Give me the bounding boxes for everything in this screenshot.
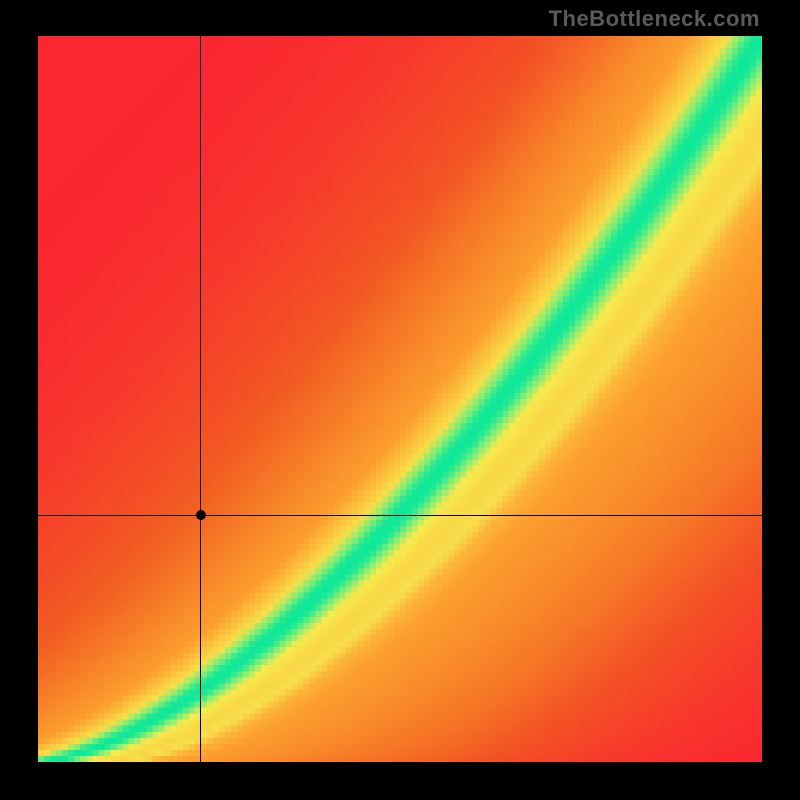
bottleneck-heatmap bbox=[38, 36, 762, 762]
watermark-text: TheBottleneck.com bbox=[549, 6, 760, 32]
chart-frame: TheBottleneck.com bbox=[0, 0, 800, 800]
